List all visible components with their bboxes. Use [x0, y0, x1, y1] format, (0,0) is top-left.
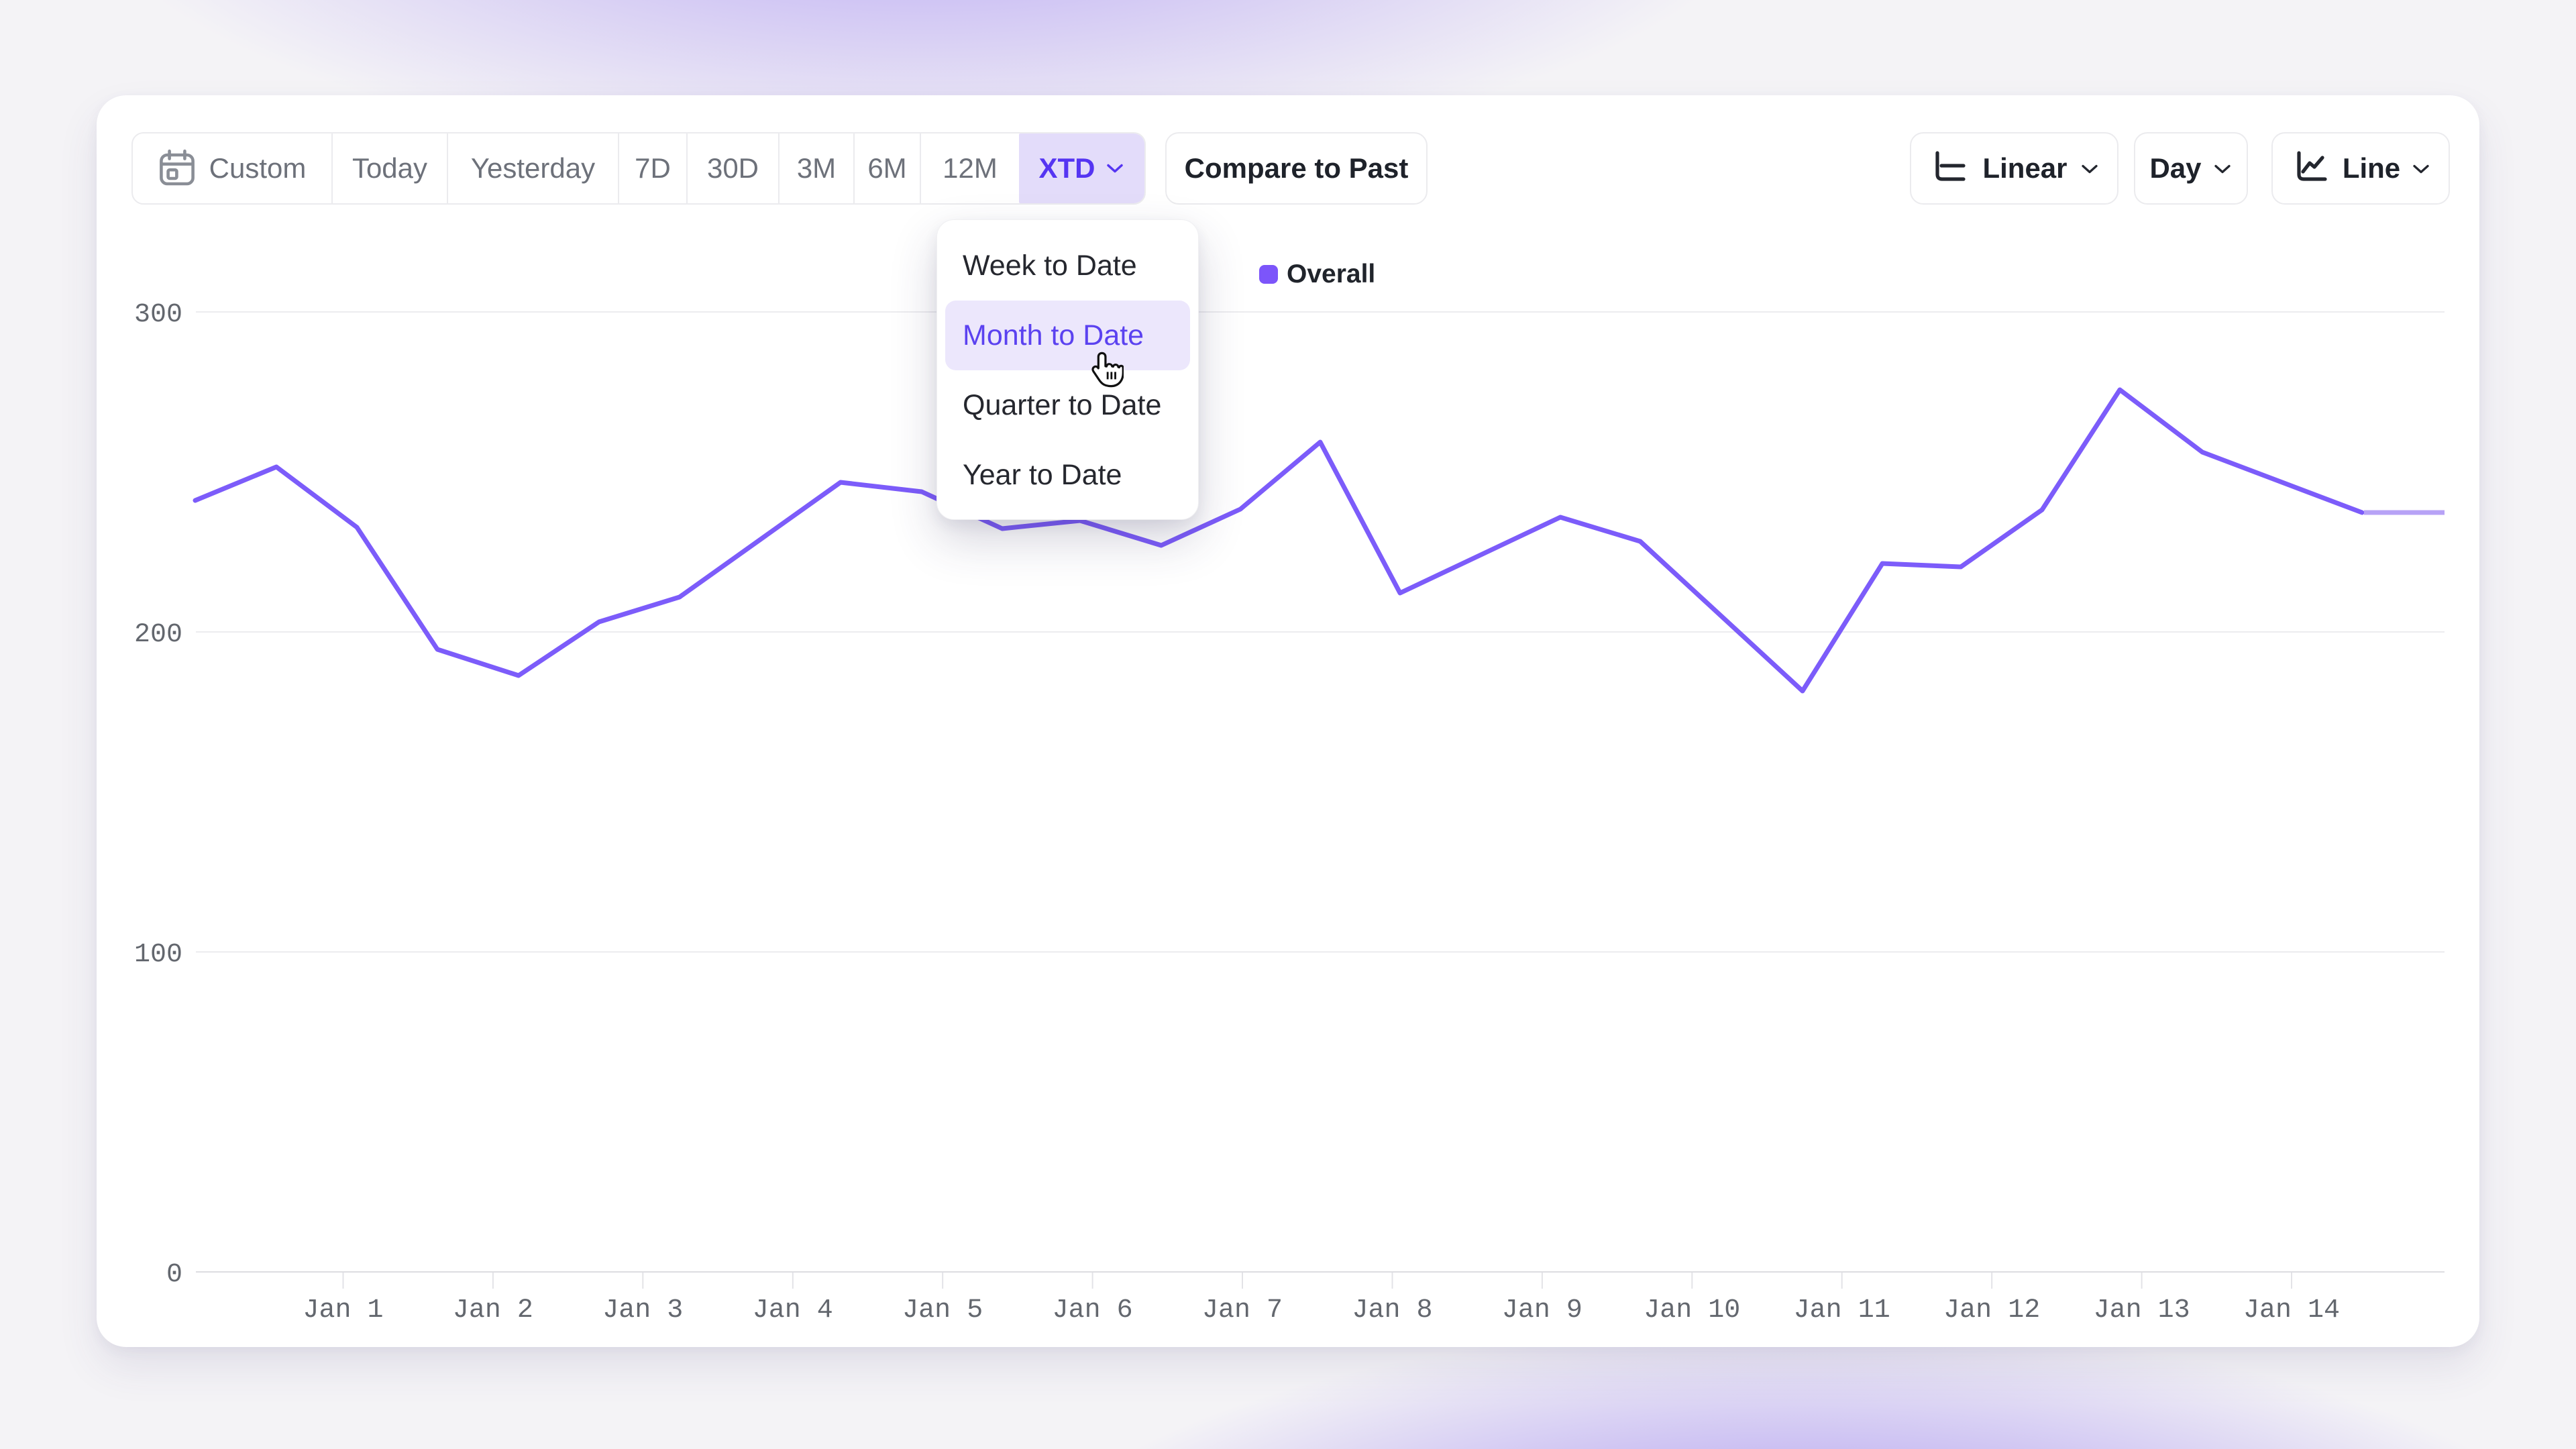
svg-text:0: 0 [166, 1260, 182, 1290]
svg-text:Jan 3: Jan 3 [602, 1295, 683, 1326]
svg-text:Jan 4: Jan 4 [753, 1295, 833, 1326]
svg-text:Jan 9: Jan 9 [1502, 1295, 1582, 1326]
svg-text:Jan 6: Jan 6 [1053, 1295, 1133, 1326]
svg-text:Jan 8: Jan 8 [1352, 1295, 1432, 1326]
svg-text:Jan 7: Jan 7 [1202, 1295, 1283, 1326]
svg-text:Jan 2: Jan 2 [453, 1295, 533, 1326]
svg-text:300: 300 [134, 300, 182, 330]
svg-text:100: 100 [134, 940, 182, 970]
svg-text:Jan 10: Jan 10 [1644, 1295, 1740, 1326]
svg-text:Jan 11: Jan 11 [1794, 1295, 1890, 1326]
svg-text:Jan 13: Jan 13 [2094, 1295, 2190, 1326]
svg-text:Jan 5: Jan 5 [902, 1295, 983, 1326]
svg-text:Jan 14: Jan 14 [2243, 1295, 2340, 1326]
svg-text:Jan 1: Jan 1 [303, 1295, 383, 1326]
svg-text:Jan 12: Jan 12 [1943, 1295, 2040, 1326]
svg-text:200: 200 [134, 620, 182, 650]
